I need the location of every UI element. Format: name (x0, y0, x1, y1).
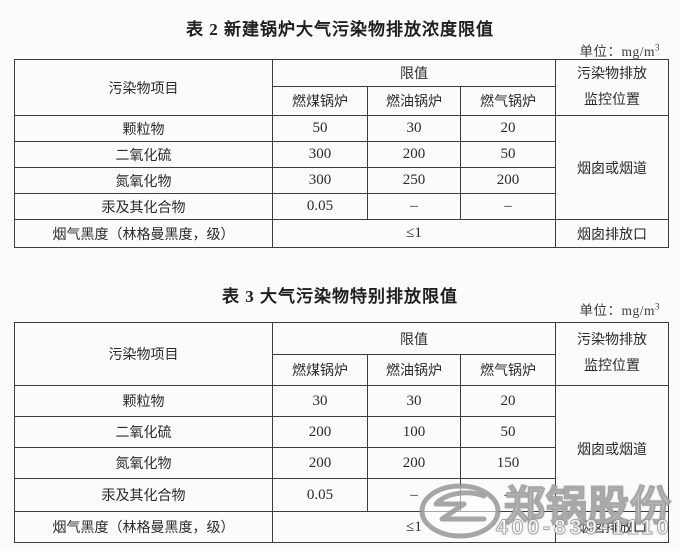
t2-header-monitor-location: 污染物排放 监控位置 (555, 59, 669, 116)
t3-nox-gas: 150 (460, 447, 556, 479)
t3-so2-oil: 100 (367, 416, 461, 448)
t2-nox-coal: 300 (272, 167, 368, 194)
t2-nox-gas: 200 (460, 167, 556, 194)
t2-so2-coal: 300 (272, 141, 368, 168)
table-row: 汞及其化合物 0.05 – – (14, 478, 669, 512)
t3-monitor-location-cell: 烟囱或烟道 (555, 385, 669, 512)
table2-title: 表 2 新建锅炉大气污染物排放浓度限值 (186, 20, 494, 39)
t2-particulates-name: 颗粒物 (14, 115, 273, 142)
table-row: 颗粒物 50 30 20 烟囱或烟道 (14, 115, 669, 220)
special-emission-limits-table: 污染物项目 限值 污染物排放 监控位置 燃煤锅炉 燃油锅炉 燃气锅炉 颗粒物 3… (14, 322, 669, 543)
t3-header-limit: 限值 (272, 322, 556, 355)
t3-header-coal-boiler: 燃煤锅炉 (272, 354, 368, 386)
table2-unit-text: 单位：mg/m (579, 44, 655, 59)
emission-limits-table-new-boilers: 污染物项目 限值 污染物排放 监控位置 燃煤锅炉 燃油锅炉 燃气锅炉 颗粒物 5… (14, 59, 669, 248)
t2-header-limit: 限值 (272, 59, 556, 87)
t3-so2-name: 二氧化硫 (14, 416, 273, 448)
t2-so2-name: 二氧化硫 (14, 141, 273, 168)
t3-particulates-coal: 30 (272, 385, 368, 417)
t3-header-gas-boiler: 燃气锅炉 (460, 354, 556, 386)
table-row: 颗粒物 30 30 20 烟囱或烟道 (14, 385, 669, 512)
t3-particulates-oil: 30 (367, 385, 461, 417)
table2-unit-label: 单位：mg/m3 (579, 40, 660, 60)
t3-mercury-gas: – (460, 478, 556, 512)
table-row: 烟气黑度（林格曼黑度，级） ≤1 烟囱排放口 (14, 511, 669, 543)
table3-unit-label: 单位：mg/m3 (579, 299, 660, 319)
t2-header-oil-boiler: 燃油锅炉 (367, 86, 461, 116)
t3-particulates-gas: 20 (460, 385, 556, 417)
t2-so2-gas: 50 (460, 141, 556, 168)
t3-nox-coal: 200 (272, 447, 368, 479)
t2-nox-oil: 250 (367, 167, 461, 194)
t2-particulates-oil: 30 (367, 115, 461, 142)
table3-unit-sup: 3 (655, 301, 660, 312)
t2-mercury-gas: – (460, 193, 556, 220)
t3-mercury-oil: – (367, 478, 461, 512)
t2-header-monitor-line1: 污染物排放 (577, 66, 647, 82)
t3-header-monitor-location: 污染物排放 监控位置 (555, 322, 669, 386)
table-row: 氮氧化物 300 250 200 (14, 167, 669, 194)
t2-particulates-gas: 20 (460, 115, 556, 142)
table3-title: 表 3 大气污染物特别排放限值 (222, 287, 458, 306)
t3-mercury-coal: 0.05 (272, 478, 368, 512)
t3-so2-coal: 200 (272, 416, 368, 448)
t2-blackness-name: 烟气黑度（林格曼黑度，级） (14, 219, 273, 248)
t2-monitor-location-cell: 烟囱或烟道 (555, 115, 669, 220)
t2-blackness-value: ≤1 (272, 219, 556, 248)
t2-mercury-name: 汞及其化合物 (14, 193, 273, 220)
t3-header-monitor-line2: 监控位置 (584, 359, 640, 374)
t3-header-monitor-line1: 污染物排放 (577, 333, 647, 348)
t2-mercury-oil: – (367, 193, 461, 220)
t2-blackness-monitor: 烟囱排放口 (555, 219, 669, 248)
table-row: 二氧化硫 300 200 50 (14, 141, 669, 168)
table-row: 烟气黑度（林格曼黑度，级） ≤1 烟囱排放口 (14, 219, 669, 248)
table2-unit-sup: 3 (655, 42, 660, 53)
t3-blackness-value: ≤1 (272, 511, 556, 543)
t2-so2-oil: 200 (367, 141, 461, 168)
table-row: 氮氧化物 200 200 150 (14, 447, 669, 479)
table-row: 汞及其化合物 0.05 – – (14, 193, 669, 220)
t3-header-oil-boiler: 燃油锅炉 (367, 354, 461, 386)
t2-header-coal-boiler: 燃煤锅炉 (272, 86, 368, 116)
t3-blackness-monitor: 烟囱排放口 (555, 511, 669, 543)
t3-nox-name: 氮氧化物 (14, 447, 273, 479)
t2-header-monitor-line2: 监控位置 (584, 92, 640, 108)
t2-mercury-coal: 0.05 (272, 193, 368, 220)
t3-mercury-name: 汞及其化合物 (14, 478, 273, 512)
t2-particulates-coal: 50 (272, 115, 368, 142)
table3-unit-text: 单位：mg/m (579, 303, 655, 318)
t3-blackness-name: 烟气黑度（林格曼黑度，级） (14, 511, 273, 543)
t2-nox-name: 氮氧化物 (14, 167, 273, 194)
t3-nox-oil: 200 (367, 447, 461, 479)
t2-header-gas-boiler: 燃气锅炉 (460, 86, 556, 116)
t3-header-pollutant: 污染物项目 (14, 322, 273, 386)
t3-particulates-name: 颗粒物 (14, 385, 273, 417)
t2-header-pollutant: 污染物项目 (14, 59, 273, 116)
t3-so2-gas: 50 (460, 416, 556, 448)
